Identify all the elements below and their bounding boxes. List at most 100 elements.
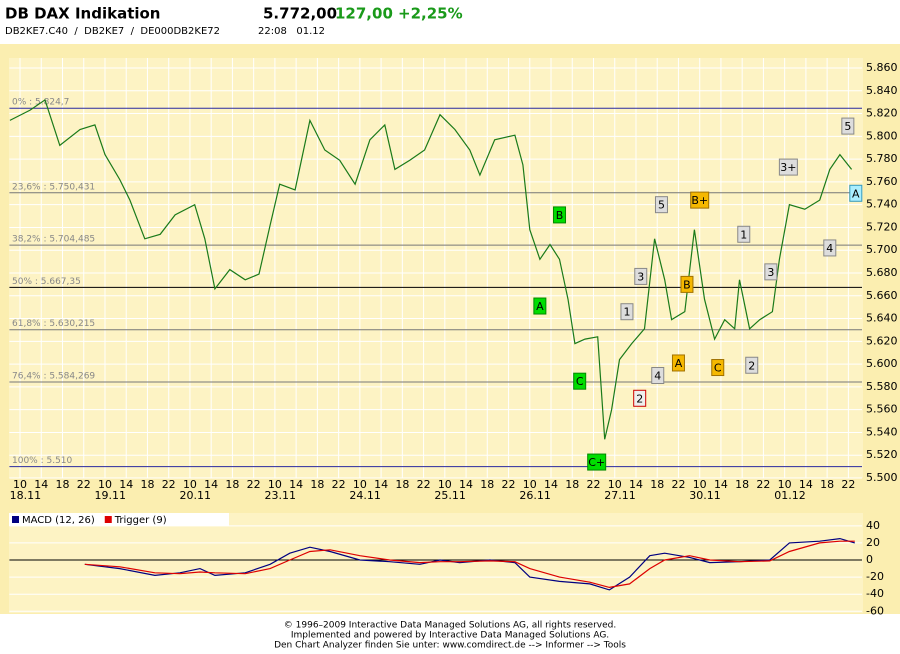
y-tick-label: 5.760 bbox=[866, 175, 898, 188]
fib-label: 61,8% : 5.630,215 bbox=[12, 319, 95, 329]
wave-label: 3+ bbox=[780, 161, 796, 174]
wave-label: 4 bbox=[654, 370, 661, 383]
time: 22:08 01.12 bbox=[258, 26, 325, 37]
y-tick-label: 5.800 bbox=[866, 129, 898, 142]
fib-label: 50% : 5.667,35 bbox=[12, 277, 81, 287]
y-tick-label: -40 bbox=[866, 587, 884, 600]
y-tick-label: 5.820 bbox=[866, 107, 898, 120]
y-tick-label: 0 bbox=[866, 553, 873, 566]
x-tick-label: 18 bbox=[820, 478, 834, 491]
x-tick-label: 14 bbox=[629, 478, 643, 491]
x-tick-label: 22 bbox=[841, 478, 855, 491]
price-line bbox=[9, 98, 853, 440]
x-tick-label: 18 bbox=[735, 478, 749, 491]
wave-label: C bbox=[576, 375, 584, 388]
date-label: 01.12 bbox=[774, 489, 806, 502]
legend-label: MACD (12, 26) bbox=[22, 515, 95, 526]
x-tick-label: 10 bbox=[438, 478, 452, 491]
y-tick-label: 5.500 bbox=[866, 471, 898, 484]
wave-label: B+ bbox=[691, 194, 708, 207]
x-tick-label: 22 bbox=[587, 478, 601, 491]
y-tick-label: 5.540 bbox=[866, 425, 898, 438]
price-panel bbox=[9, 58, 863, 478]
x-tick-label: 10 bbox=[693, 478, 707, 491]
y-tick-label: 5.740 bbox=[866, 198, 898, 211]
y-tick-label: 5.580 bbox=[866, 380, 898, 393]
x-tick-label: 18 bbox=[565, 478, 579, 491]
y-tick-label: 5.720 bbox=[866, 220, 898, 233]
wave-label-box bbox=[745, 356, 759, 374]
x-tick-label: 14 bbox=[714, 478, 728, 491]
y-tick-label: 5.660 bbox=[866, 289, 898, 302]
wave-label-box bbox=[620, 303, 634, 321]
wave-label-box bbox=[533, 297, 547, 315]
x-tick-label: 18 bbox=[56, 478, 70, 491]
macd-line bbox=[84, 537, 855, 591]
x-tick-label: 10 bbox=[353, 478, 367, 491]
wave-label: 5 bbox=[658, 199, 665, 212]
wave-label-box bbox=[651, 367, 665, 384]
date-label: 25.11 bbox=[434, 489, 466, 502]
x-tick-label: 14 bbox=[34, 478, 48, 491]
y-tick-label: -20 bbox=[866, 570, 884, 583]
wave-label: 2 bbox=[748, 359, 755, 372]
x-tick-label: 18 bbox=[140, 478, 154, 491]
y-tick-label: 5.640 bbox=[866, 312, 898, 325]
x-tick-label: 22 bbox=[502, 478, 516, 491]
change: 127,00 bbox=[335, 5, 393, 23]
codes: DB2KE7.C40 / DB2KE7 / DE000DB2KE72 bbox=[5, 26, 220, 37]
wave-label: C bbox=[714, 362, 722, 375]
macd-panel bbox=[9, 513, 863, 613]
wave-label-box bbox=[849, 184, 863, 202]
fib-label: 76,4% : 5.584,269 bbox=[12, 372, 95, 382]
wave-label-box bbox=[764, 263, 778, 281]
y-tick-label: 5.520 bbox=[866, 448, 898, 461]
x-tick-label: 14 bbox=[204, 478, 218, 491]
x-tick-label: 22 bbox=[247, 478, 261, 491]
wave-label-box bbox=[634, 267, 648, 285]
wave-label: 3 bbox=[767, 266, 774, 279]
wave-label-box bbox=[680, 275, 694, 293]
x-tick-label: 18 bbox=[395, 478, 409, 491]
x-tick-label: 10 bbox=[268, 478, 282, 491]
footer: Den Chart Analyzer finden Sie unter: www… bbox=[274, 641, 626, 651]
y-tick-label: 20 bbox=[866, 536, 880, 549]
x-tick-label: 18 bbox=[480, 478, 494, 491]
footer: © 1996–2009 Interactive Data Managed Sol… bbox=[284, 621, 616, 631]
title: DB DAX Indikation bbox=[5, 5, 161, 23]
x-tick-label: 10 bbox=[13, 478, 27, 491]
wave-label-box bbox=[823, 239, 837, 257]
y-tick-label: 5.840 bbox=[866, 84, 898, 97]
wave-label: B bbox=[556, 209, 564, 222]
x-tick-label: 14 bbox=[119, 478, 133, 491]
wave-label: 1 bbox=[740, 228, 747, 241]
price: 5.772,00 bbox=[263, 5, 337, 23]
date-label: 19.11 bbox=[95, 489, 127, 502]
x-tick-label: 18 bbox=[650, 478, 664, 491]
date-label: 27.11 bbox=[604, 489, 636, 502]
x-tick-label: 22 bbox=[162, 478, 176, 491]
x-tick-label: 14 bbox=[459, 478, 473, 491]
wave-label-box bbox=[654, 196, 668, 214]
wave-label-box bbox=[711, 359, 725, 377]
wave-label-box bbox=[573, 372, 587, 390]
fib-label: 38,2% : 5.704,485 bbox=[12, 235, 95, 245]
y-tick-label: 5.860 bbox=[866, 61, 898, 74]
x-tick-label: 22 bbox=[332, 478, 346, 491]
y-tick-label: -60 bbox=[866, 604, 884, 617]
wave-label-box bbox=[778, 158, 798, 176]
wave-label: 4 bbox=[826, 242, 833, 255]
wave-label: B bbox=[683, 278, 691, 291]
x-tick-label: 22 bbox=[417, 478, 431, 491]
x-tick-label: 18 bbox=[310, 478, 324, 491]
y-tick-label: 5.680 bbox=[866, 266, 898, 279]
y-tick-label: 5.600 bbox=[866, 357, 898, 370]
x-tick-label: 10 bbox=[523, 478, 537, 491]
x-tick-label: 10 bbox=[608, 478, 622, 491]
date-label: 30.11 bbox=[689, 489, 721, 502]
wave-label: 3 bbox=[637, 270, 644, 283]
change-pct: +2,25% bbox=[398, 5, 463, 23]
wave-label: 2 bbox=[636, 392, 643, 405]
x-tick-label: 10 bbox=[98, 478, 112, 491]
